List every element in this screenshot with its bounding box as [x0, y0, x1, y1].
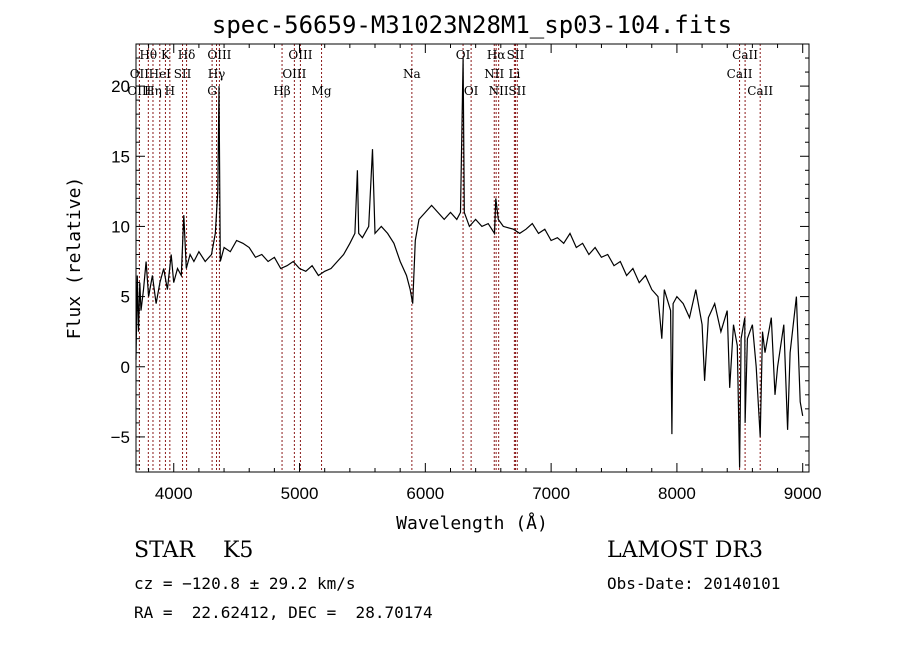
line-label: NII	[489, 84, 509, 98]
line-label: Mg	[312, 84, 332, 98]
line-label: CaII	[747, 84, 773, 98]
line-label: H	[165, 84, 175, 98]
observation-date: Obs-Date: 20140101	[607, 574, 781, 593]
plot-frame	[135, 43, 810, 473]
line-label: NII	[484, 67, 504, 81]
y-tick-label: 5	[121, 288, 130, 307]
x-tick-label: 8000	[658, 484, 696, 503]
x-tick-label: 5000	[281, 484, 319, 503]
x-tick-label: 9000	[784, 484, 822, 503]
line-label: OII	[130, 67, 150, 81]
line-label: K	[161, 48, 171, 62]
object-class: STAR K5	[134, 538, 254, 563]
line-label: Hθ	[139, 48, 157, 62]
survey-name: LAMOST DR3	[607, 538, 763, 563]
line-label: G	[207, 84, 217, 98]
line-label: HeI	[149, 67, 172, 81]
line-label: OI	[464, 84, 479, 98]
line-label: Hγ	[208, 67, 226, 81]
line-label: SII	[507, 48, 525, 62]
y-tick-label: 15	[111, 147, 130, 166]
line-label: OIII	[207, 48, 231, 62]
x-axis: 4000 5000 6000 7000 8000 9000	[148, 44, 822, 503]
x-tick-label: 4000	[155, 484, 193, 503]
y-axis: −5 0 5 10 15 20	[111, 43, 809, 466]
emission-line-labels: Hθ OII OIII K HeI Hη Hδ SII H OIII Hγ G OIII OIII Hβ Mg…	[127, 48, 773, 98]
line-label: OIII	[288, 48, 312, 62]
line-label: Hα	[487, 48, 506, 62]
line-label: Na	[403, 67, 421, 81]
x-tick-label: 6000	[406, 484, 444, 503]
x-tick-label: 7000	[532, 484, 570, 503]
line-label: Hη	[144, 84, 162, 98]
chart-title: spec-56659-M31023N28M1_sp03-104.fits	[212, 11, 732, 39]
coordinates: RA = 22.62412, DEC = 28.70174	[134, 603, 433, 622]
line-label: SII	[508, 84, 526, 98]
y-tick-label: −5	[111, 428, 130, 447]
redshift-velocity: cz = −120.8 ± 29.2 km/s	[134, 574, 356, 593]
y-axis-label: Flux (relative)	[64, 177, 85, 340]
line-label: SII	[174, 67, 192, 81]
line-label: Li	[508, 67, 520, 81]
line-label: CaII	[732, 48, 758, 62]
spectrum-line	[135, 57, 804, 468]
line-label: OIII	[282, 67, 306, 81]
emission-line-markers	[138, 44, 761, 472]
line-label: OIII	[127, 84, 151, 98]
x-axis-label: Wavelength (Å)	[396, 512, 548, 534]
line-label: CaII	[727, 67, 753, 81]
y-tick-label: 20	[111, 77, 130, 96]
y-tick-label: 10	[111, 217, 130, 236]
line-label: OI	[456, 48, 471, 62]
y-tick-label: 0	[121, 358, 130, 377]
line-label: Hβ	[273, 84, 290, 98]
line-label: Hδ	[178, 48, 196, 62]
